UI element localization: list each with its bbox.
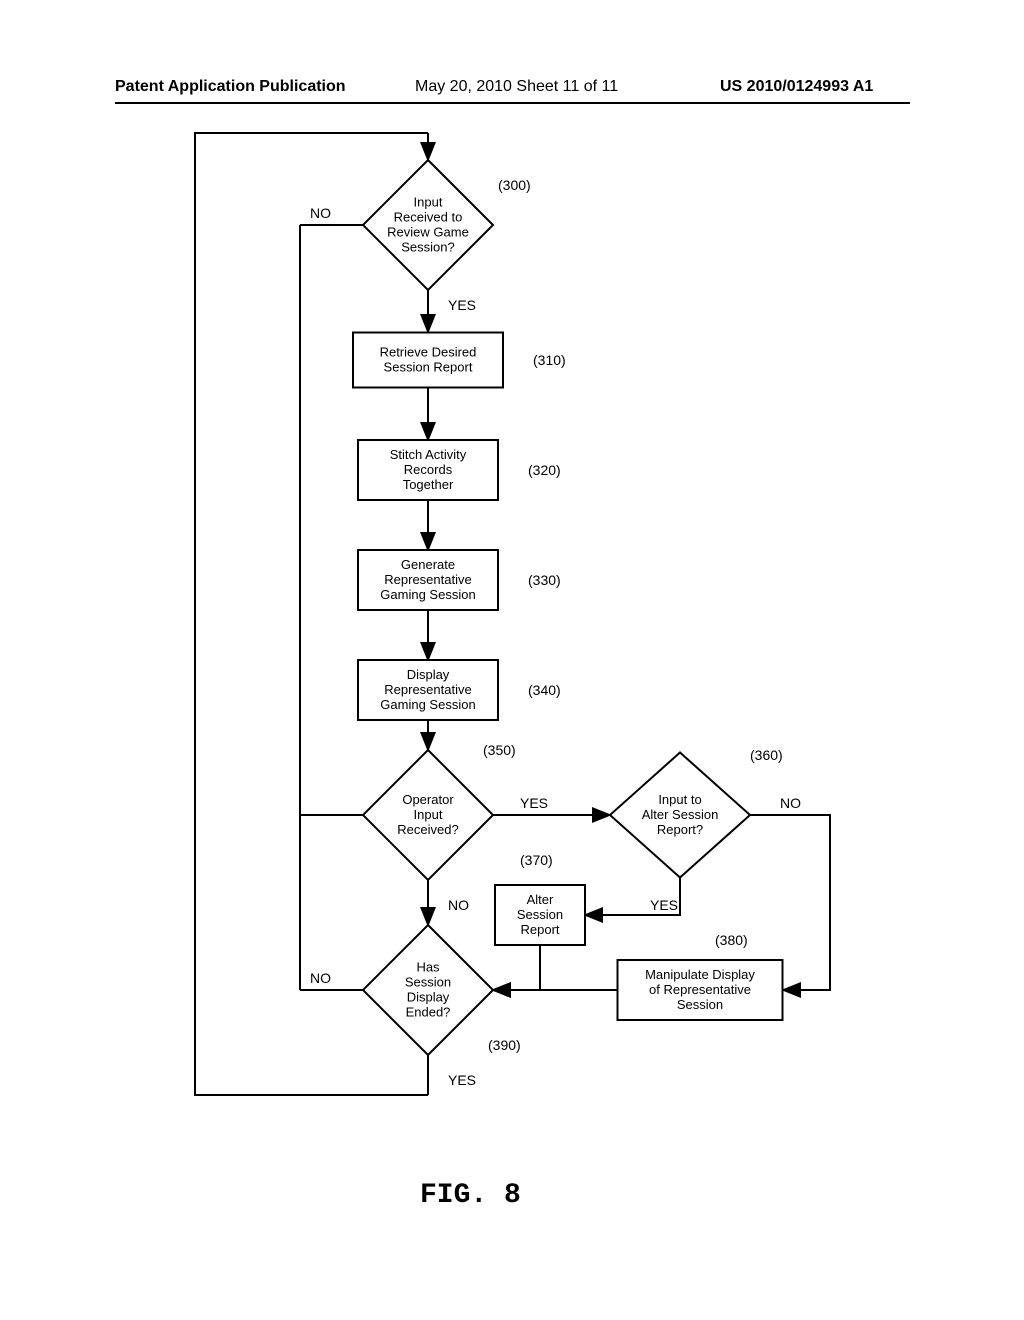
node-text: Stitch Activity	[390, 447, 467, 462]
node-ref: (360)	[750, 747, 783, 763]
node-text: Report	[520, 922, 559, 937]
node-text: Report?	[657, 822, 703, 837]
edge-label: NO	[310, 205, 331, 221]
node-ref: (330)	[528, 572, 561, 588]
node-text: Records	[404, 462, 453, 477]
node-r330: GenerateRepresentativeGaming Session (330…	[358, 550, 561, 610]
node-text: Received to	[394, 210, 463, 225]
node-text: Input	[414, 195, 443, 210]
node-ref: (340)	[528, 682, 561, 698]
node-text: Representative	[384, 572, 471, 587]
node-ref: (370)	[520, 852, 553, 868]
node-text: of Representative	[649, 982, 751, 997]
flowchart-svg: YESNONOYESYESNONOYES InputReceived toRev…	[0, 0, 1024, 1320]
node-text: Ended?	[406, 1005, 451, 1020]
edge-label: YES	[650, 897, 678, 913]
node-d350: OperatorInputReceived? (350)	[363, 742, 516, 880]
node-text: Operator	[402, 792, 454, 807]
node-text: Together	[403, 477, 454, 492]
node-ref: (380)	[715, 932, 748, 948]
edge-label: NO	[448, 897, 469, 913]
figure-label: FIG. 8	[420, 1180, 521, 1211]
nodes-group: InputReceived toReview GameSession?(300)…	[353, 160, 783, 1055]
edge-label: NO	[310, 970, 331, 986]
node-text: Session Report	[384, 360, 473, 375]
edge	[493, 945, 540, 990]
node-ref: (320)	[528, 462, 561, 478]
node-text: Manipulate Display	[645, 967, 755, 982]
node-text: Representative	[384, 682, 471, 697]
node-d360: Input toAlter SessionReport? (360)	[610, 747, 783, 878]
node-text: Gaming Session	[380, 697, 475, 712]
node-ref: (300)	[498, 177, 531, 193]
node-d300: InputReceived toReview GameSession? (300)	[363, 160, 531, 290]
edge-label: YES	[448, 297, 476, 313]
node-text: Session	[517, 907, 563, 922]
node-text: Display	[407, 667, 450, 682]
node-text: Retrieve Desired	[380, 345, 477, 360]
node-text: Has	[416, 960, 440, 975]
node-r320: Stitch ActivityRecordsTogether (320)	[358, 440, 561, 500]
node-text: Received?	[397, 822, 458, 837]
node-text: Session	[405, 975, 451, 990]
node-text: Session	[677, 997, 723, 1012]
node-text: Review Game	[387, 225, 469, 240]
node-r370: AlterSessionReport (370)	[495, 852, 585, 945]
node-r310: Retrieve DesiredSession Report (310)	[353, 333, 566, 388]
edges-group: YES NO NO YES YES NO NO YES	[195, 133, 830, 1095]
node-text: Gaming Session	[380, 587, 475, 602]
edge-label: NO	[780, 795, 801, 811]
node-ref: (310)	[533, 352, 566, 368]
node-text: Alter Session	[642, 807, 719, 822]
node-text: Input to	[658, 792, 701, 807]
edge-label: YES	[520, 795, 548, 811]
edge-label: YES	[448, 1072, 476, 1088]
node-text: Session?	[401, 240, 454, 255]
node-r340: DisplayRepresentativeGaming Session (340)	[358, 660, 561, 720]
page: Patent Application Publication May 20, 2…	[0, 0, 1024, 1320]
node-text: Alter	[527, 892, 554, 907]
node-ref: (350)	[483, 742, 516, 758]
node-text: Generate	[401, 557, 455, 572]
node-text: Display	[407, 990, 450, 1005]
node-text: Input	[414, 807, 443, 822]
edge	[195, 133, 428, 1095]
node-r380: Manipulate Displayof RepresentativeSessi…	[618, 932, 783, 1020]
node-ref: (390)	[488, 1037, 521, 1053]
